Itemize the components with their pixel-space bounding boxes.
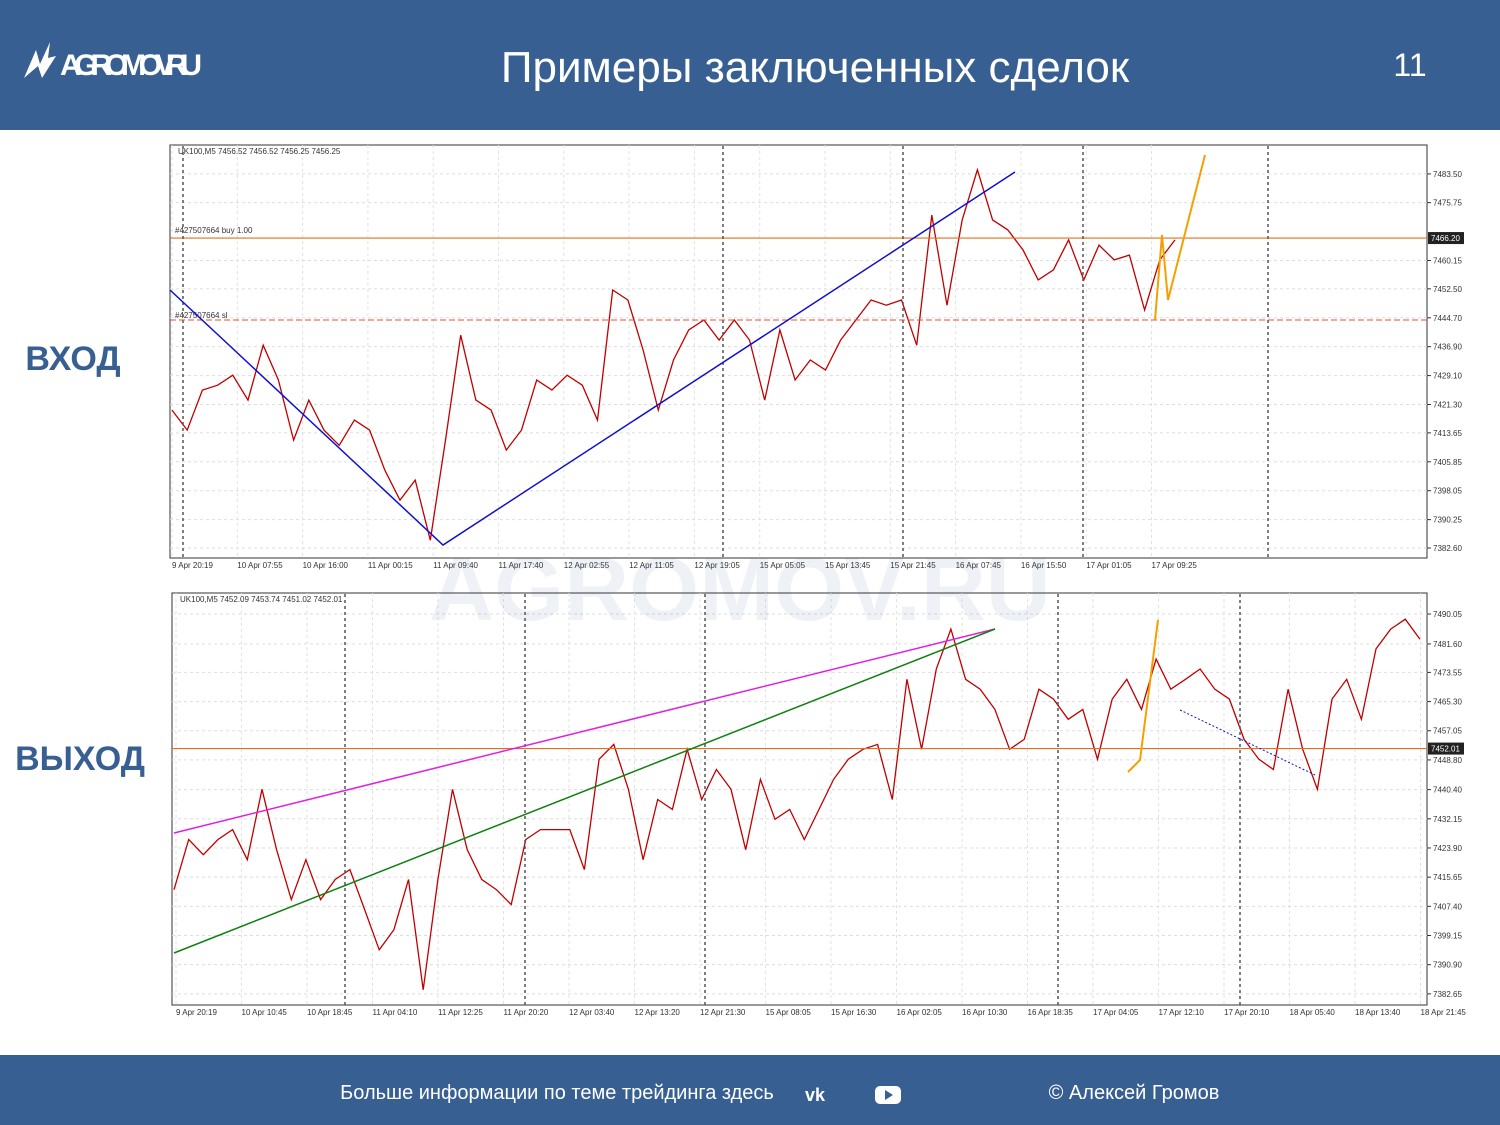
price-line	[171, 167, 1176, 541]
price-label-box	[1428, 232, 1464, 245]
x-tick-label: 12 Apr 19:05	[694, 561, 740, 570]
y-tick-label: 7440.40	[1433, 786, 1462, 795]
y-tick-label: 7382.60	[1433, 544, 1462, 553]
drawings	[169, 146, 1427, 1005]
y-tick-label: 7490.05	[1433, 610, 1462, 619]
y-tick-label: 7429.10	[1433, 372, 1462, 381]
trendline	[173, 628, 996, 954]
x-tick-label: 11 Apr 17:40	[499, 561, 544, 570]
plot-area	[171, 592, 1428, 1006]
y-tick-label: 7415.65	[1433, 873, 1462, 882]
x-tick-label: 15 Apr 21:45	[890, 561, 936, 570]
x-tick-label: 12 Apr 03:40	[569, 1008, 615, 1017]
x-tick-label: 10 Apr 07:55	[237, 561, 283, 570]
footer-bar	[0, 1055, 1500, 1125]
x-tick-label: 11 Apr 04:10	[373, 1008, 418, 1017]
order-annotation: #427507664 buy 1.00	[175, 226, 253, 235]
y-tick-label: 7481.60	[1433, 640, 1462, 649]
vk-icon[interactable]: vk	[805, 1085, 826, 1105]
y-tick-label: 7448.80	[1433, 756, 1462, 765]
y-tick-label: 7399.15	[1433, 932, 1462, 941]
x-tick-label: 10 Apr 10:45	[242, 1008, 288, 1017]
youtube-play	[885, 1090, 893, 1100]
y-tick-label: 7473.55	[1433, 668, 1462, 677]
x-tick-label: 17 Apr 12:10	[1159, 1008, 1205, 1017]
y-tick-label: 7465.30	[1433, 698, 1462, 707]
x-tick-label: 12 Apr 13:20	[635, 1008, 681, 1017]
x-tick-label: 10 Apr 18:45	[307, 1008, 353, 1017]
y-tick-label: 7390.90	[1433, 961, 1462, 970]
price-line	[173, 618, 1421, 990]
page-number: 11	[1393, 47, 1426, 83]
x-tick-label: 18 Apr 05:40	[1290, 1008, 1336, 1017]
y-tick-label: 7432.15	[1433, 815, 1462, 824]
x-tick-label: 11 Apr 20:20	[504, 1008, 549, 1017]
y-tick-label: 7457.05	[1433, 727, 1462, 736]
order-annotation: #427507664 sl	[175, 311, 228, 320]
logo: AGROMOV.RU	[60, 49, 202, 82]
x-tick-label: 11 Apr 12:25	[438, 1008, 483, 1017]
charts: 7483.50 7475.75 7460.15 7452.50 7444.70 7436.…	[169, 144, 1467, 1017]
x-tick-label: 15 Apr 05:05	[760, 561, 806, 570]
header-bar	[0, 0, 1500, 130]
x-tick-label: 12 Apr 02:55	[564, 561, 610, 570]
x-tick-label: 17 Apr 01:05	[1086, 561, 1132, 570]
trade-arrow	[1127, 619, 1159, 773]
trade-arrow	[1154, 154, 1206, 321]
x-tick-label: 9 Apr 20:19	[176, 1008, 217, 1017]
x-tick-label: 9 Apr 20:19	[172, 561, 213, 570]
exit-label: ВЫХОД	[15, 740, 145, 778]
y-tick-label: 7398.05	[1433, 487, 1462, 496]
x-tick-label: 16 Apr 07:45	[956, 561, 1002, 570]
y-tick-label: 7390.25	[1433, 516, 1462, 525]
x-tick-label: 15 Apr 08:05	[766, 1008, 812, 1017]
price-label-box	[1428, 742, 1464, 755]
y-tick-label: 7475.75	[1433, 199, 1462, 208]
y-tick-label: 7423.90	[1433, 844, 1462, 853]
entry-label: ВХОД	[25, 340, 120, 378]
y-tick-label: 7382.65	[1433, 990, 1462, 999]
y-tick-label: 7421.30	[1433, 401, 1462, 410]
x-tick-label: 11 Apr 09:40	[433, 561, 478, 570]
plot-area	[169, 144, 1428, 559]
trendline	[169, 171, 1016, 546]
x-tick-label: 16 Apr 15:50	[1021, 561, 1067, 570]
copyright: © Алексей Громов	[1049, 1082, 1220, 1104]
symbol-line: UK100,M5 7452.09 7453.74 7451.02 7452.01	[180, 595, 343, 604]
x-tick-label: 18 Apr 21:45	[1421, 1008, 1467, 1017]
x-tick-label: 18 Apr 13:40	[1355, 1008, 1401, 1017]
watermark: AGROMOV.RU	[429, 540, 1051, 640]
x-tick-label: 12 Apr 21:30	[700, 1008, 746, 1017]
x-tick-label: 15 Apr 13:45	[825, 561, 871, 570]
footer-text: Больше информации по теме трейдинга здес…	[340, 1082, 774, 1104]
y-tick-label: 7407.40	[1433, 902, 1462, 911]
x-tick-label: 17 Apr 09:25	[1152, 561, 1198, 570]
logo-icon	[24, 42, 56, 78]
y-tick-label: 7444.70	[1433, 314, 1462, 323]
y-tick-label: 7483.50	[1433, 170, 1462, 179]
symbol-line: UK100,M5 7456.52 7456.52 7456.25 7456.25	[178, 147, 341, 156]
x-tick-label: 16 Apr 02:05	[897, 1008, 943, 1017]
x-tick-label: 15 Apr 16:30	[831, 1008, 877, 1017]
trendline	[1179, 709, 1316, 776]
x-tick-label: 17 Apr 04:05	[1093, 1008, 1139, 1017]
price-label: 7466.20	[1431, 234, 1460, 243]
y-tick-label: 7436.90	[1433, 343, 1462, 352]
x-tick-label: 16 Apr 18:35	[1028, 1008, 1074, 1017]
y-tick-label: 7413.65	[1433, 429, 1462, 438]
slide-title: Примеры заключенных сделок	[501, 43, 1130, 92]
y-tick-label: 7405.85	[1433, 458, 1462, 467]
x-tick-label: 11 Apr 00:15	[368, 561, 413, 570]
y-tick-label: 7460.15	[1433, 256, 1462, 265]
x-tick-label: 17 Apr 20:10	[1224, 1008, 1270, 1017]
x-tick-label: 16 Apr 10:30	[962, 1008, 1008, 1017]
price-label: 7452.01	[1431, 745, 1460, 754]
x-tick-label: 12 Apr 11:05	[629, 561, 674, 570]
x-tick-label: 10 Apr 16:00	[303, 561, 349, 570]
trendline	[173, 628, 996, 834]
y-tick-label: 7452.50	[1433, 285, 1462, 294]
